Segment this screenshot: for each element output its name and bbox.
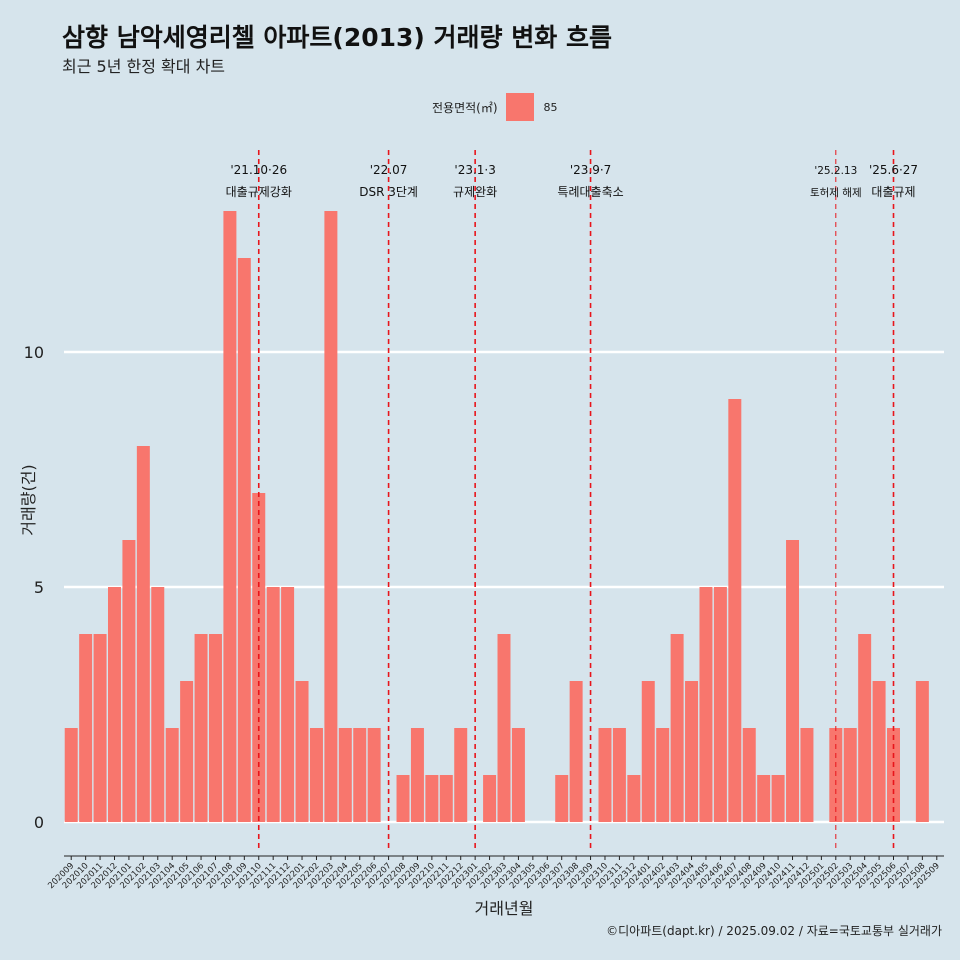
bar xyxy=(165,728,179,822)
bar xyxy=(641,681,655,822)
bar xyxy=(208,634,222,822)
legend-swatch xyxy=(505,93,534,121)
bar xyxy=(79,634,93,822)
bar xyxy=(194,634,208,822)
event-name-label: 규제완화 xyxy=(453,185,497,199)
y-tick-label: 0 xyxy=(34,813,44,832)
event-name-label: DSR 3단계 xyxy=(359,185,418,199)
event-name-label: 토허제 해제 xyxy=(810,186,862,199)
bar xyxy=(699,587,713,822)
bar xyxy=(309,728,323,822)
bar xyxy=(396,775,410,822)
bar xyxy=(627,775,641,822)
bar xyxy=(843,728,857,822)
chart-title: 삼향 남악세영리첼 아파트(2013) 거래량 변화 흐름 xyxy=(62,23,612,52)
bar xyxy=(483,775,497,822)
legend: 전용면적(㎡) 85 xyxy=(432,93,558,121)
bar xyxy=(338,728,352,822)
bar xyxy=(410,728,424,822)
bar xyxy=(136,446,150,822)
y-tick-label: 10 xyxy=(24,343,44,362)
bar xyxy=(324,211,338,822)
bar xyxy=(569,681,583,822)
bar xyxy=(742,728,756,822)
bar xyxy=(555,775,569,822)
bar xyxy=(612,728,626,822)
event-date-label: '25.2.13 xyxy=(814,165,857,177)
bar xyxy=(685,681,699,822)
y-tick-label: 5 xyxy=(34,578,44,597)
bar xyxy=(425,775,439,822)
chart-subtitle: 최근 5년 한정 확대 차트 xyxy=(62,57,226,76)
bar xyxy=(353,728,367,822)
chart-caption: ©디아파트(dapt.kr) / 2025.09.02 / 자료=국토교통부 실… xyxy=(606,924,942,938)
bar xyxy=(771,775,785,822)
bar xyxy=(281,587,295,822)
bar xyxy=(454,728,468,822)
bar xyxy=(656,728,670,822)
event-date-label: '23.1·3 xyxy=(454,163,495,177)
bar xyxy=(367,728,381,822)
event-name-label: 대출규제 xyxy=(871,185,915,199)
y-axis-title: 거래량(건) xyxy=(19,464,38,535)
bar xyxy=(670,634,684,822)
bar xyxy=(64,728,78,822)
bar xyxy=(237,258,251,822)
bar xyxy=(180,681,194,822)
bar xyxy=(757,775,771,822)
event-name-label: 대출규제강화 xyxy=(226,185,292,199)
event-name-label: 특례대출축소 xyxy=(557,185,623,199)
bar xyxy=(511,728,525,822)
bar xyxy=(713,587,727,822)
bar xyxy=(786,540,800,822)
bar xyxy=(497,634,511,822)
bar xyxy=(598,728,612,822)
bar xyxy=(108,587,121,822)
bar xyxy=(295,681,309,822)
bar xyxy=(728,399,742,822)
event-date-label: '22.07 xyxy=(370,163,408,177)
legend-label: 85 xyxy=(543,100,558,114)
bar xyxy=(915,681,929,822)
bar xyxy=(439,775,453,822)
bar xyxy=(223,211,237,822)
legend-title: 전용면적(㎡) xyxy=(432,100,498,115)
bar xyxy=(122,540,136,822)
event-date-label: '25.6·27 xyxy=(869,163,918,177)
bar xyxy=(872,681,886,822)
bar xyxy=(266,587,280,822)
bar xyxy=(800,728,814,822)
x-axis-title: 거래년월 xyxy=(475,899,534,918)
bar xyxy=(151,587,165,822)
event-date-label: '21.10·26 xyxy=(230,163,287,177)
bar xyxy=(858,634,872,822)
event-date-label: '23.9·7 xyxy=(570,163,611,177)
bar xyxy=(93,634,107,822)
